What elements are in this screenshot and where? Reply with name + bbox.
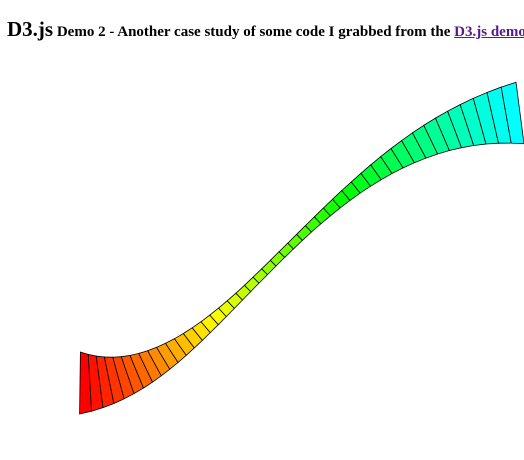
brand-title: D3.js [7, 17, 54, 41]
ribbon-segment [500, 81, 524, 145]
demo-site-link[interactable]: D3.js demo site [454, 24, 524, 40]
heading-text: Demo 2 - Another case study of some code… [53, 24, 455, 40]
ribbon-segments [79, 81, 524, 415]
page-heading: D3.js Demo 2 - Another case study of som… [7, 6, 524, 44]
